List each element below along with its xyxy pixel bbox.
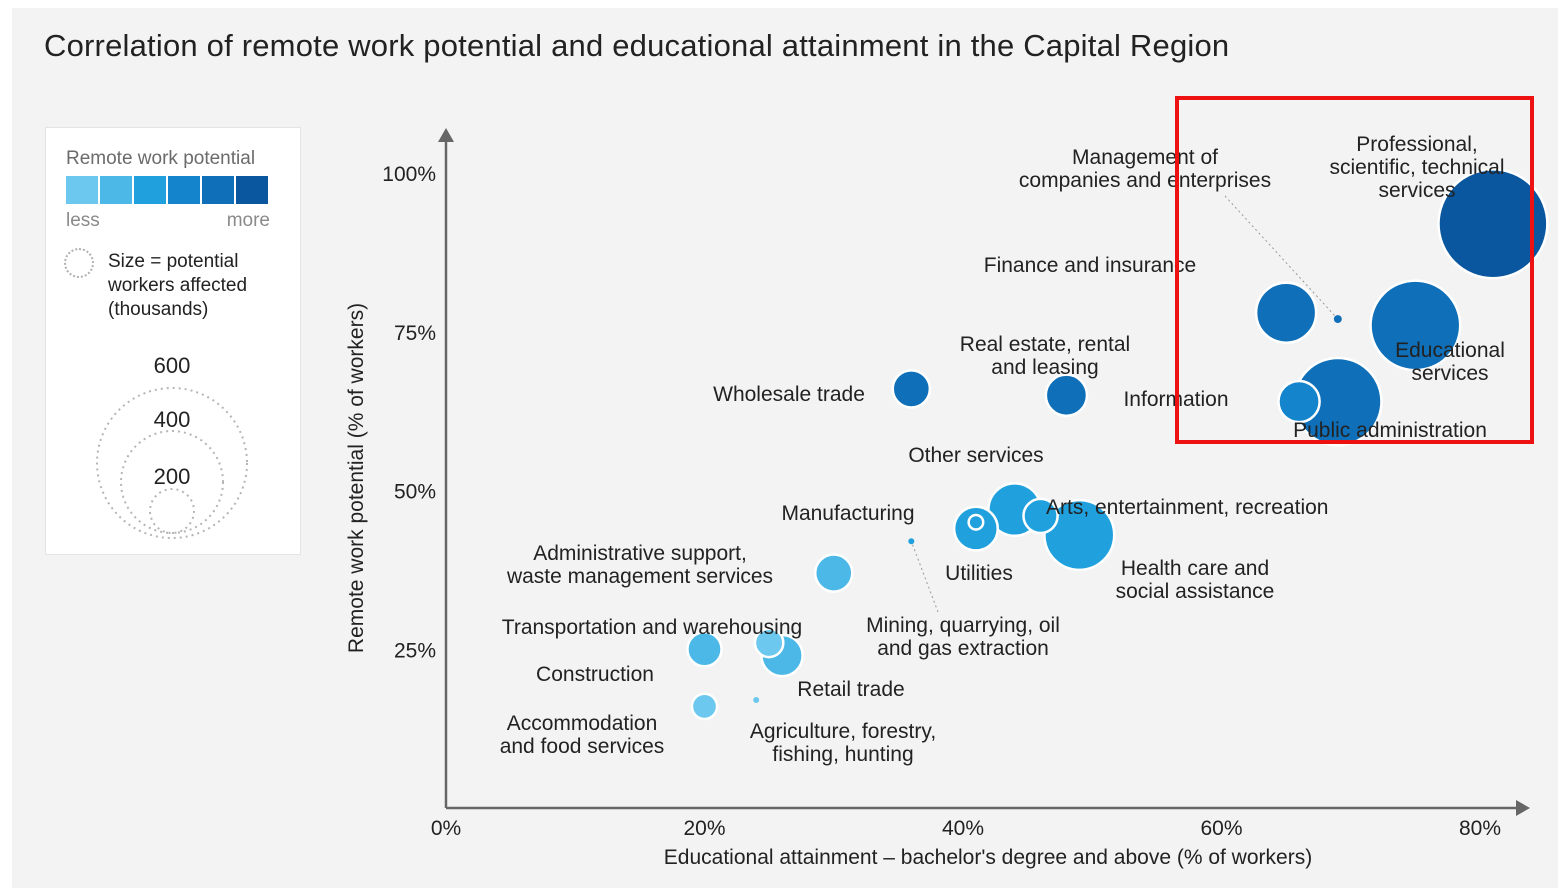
- bubble-educational-services: [1369, 279, 1462, 372]
- bubble-transportation-and-warehousing: [753, 627, 785, 659]
- size-key: 600 400 200: [96, 353, 248, 539]
- label-agriculture-forestry-fishing-hunting: Agriculture, forestry, fishing, hunting: [750, 720, 936, 766]
- label-educational-services: Educational services: [1395, 339, 1505, 385]
- x-axis-arrow-icon: [1516, 800, 1530, 816]
- label-accommodation-and-food-services: Accommodation and food services: [500, 712, 665, 758]
- color-scale: [66, 176, 268, 204]
- label-construction: Construction: [536, 663, 654, 686]
- bubble-finance-and-insurance: [1254, 281, 1318, 344]
- bubble-agriculture-forestry-fishing-hunting: [753, 697, 760, 704]
- bubble-management-of-companies-and-enterprises: [1333, 315, 1342, 324]
- bubble-wholesale-trade: [891, 369, 932, 409]
- size-key-label-600: 600: [154, 353, 191, 378]
- bubble-administrative-support-waste-management-services: [813, 553, 854, 593]
- size-key-circle-600: [96, 387, 248, 539]
- label-other-services: Other services: [908, 444, 1043, 467]
- bubble-mining-quarrying-oil-and-gas-extraction: [908, 538, 915, 545]
- label-mining-quarrying-oil-and-gas-extraction: Mining, quarrying, oil and gas extraction: [866, 614, 1060, 660]
- color-swatch-4: [168, 176, 200, 204]
- label-finance-and-insurance: Finance and insurance: [984, 254, 1196, 277]
- y-axis-arrow-icon: [438, 128, 454, 142]
- x-tick-label: 0%: [431, 817, 461, 840]
- bubble-real-estate-rental-and-leasing: [1044, 373, 1089, 418]
- bubble-information: [1277, 379, 1321, 424]
- bubble-arts-entertainment-recreation: [1022, 497, 1059, 535]
- color-swatch-5: [202, 176, 234, 204]
- dotted-circle-icon: [64, 248, 94, 278]
- x-tick-label: 20%: [683, 817, 725, 840]
- x-tick-label: 80%: [1459, 817, 1501, 840]
- x-tick-label: 40%: [942, 817, 984, 840]
- y-tick-label: 50%: [394, 481, 436, 504]
- size-key-label-200: 200: [154, 464, 191, 489]
- legend-less-label: less: [66, 210, 100, 231]
- bubble-professional-scientific-technical-services: [1437, 168, 1549, 280]
- leader-line: [910, 541, 939, 613]
- bubble-utilities: [967, 513, 985, 531]
- label-manufacturing: Manufacturing: [781, 502, 914, 525]
- label-public-administration: Public administration: [1293, 419, 1487, 442]
- x-tick-label: 60%: [1200, 817, 1242, 840]
- color-swatch-6: [236, 176, 268, 204]
- chart-title: Correlation of remote work potential and…: [44, 28, 1230, 63]
- label-utilities: Utilities: [945, 562, 1013, 585]
- size-key-label-400: 400: [154, 407, 191, 432]
- label-transportation-and-warehousing: Transportation and warehousing: [502, 616, 802, 639]
- point-labels: Professional, scientific, technical servic…: [500, 133, 1505, 766]
- color-swatch-1: [66, 176, 98, 204]
- size-key-circle-200: [149, 488, 195, 534]
- bubbles: [686, 168, 1549, 721]
- bubble-construction: [686, 630, 723, 668]
- y-tick-label: 25%: [394, 639, 436, 662]
- label-health-care-and-social-assistance: Health care and social assistance: [1116, 557, 1275, 603]
- label-management-of-companies-and-enterprises: Management of companies and enterprises: [1019, 146, 1271, 192]
- label-wholesale-trade: Wholesale trade: [713, 383, 865, 406]
- y-tick-label: 100%: [382, 163, 436, 186]
- label-administrative-support-waste-management-services: Administrative support, waste management …: [506, 542, 773, 588]
- label-retail-trade: Retail trade: [797, 678, 904, 701]
- bubble-health-care-and-social-assistance: [1043, 498, 1116, 572]
- label-arts-entertainment-recreation: Arts, entertainment, recreation: [1046, 496, 1328, 519]
- highlight-box: [1175, 96, 1534, 444]
- legend-size-label: Size = potential workers affected (thous…: [108, 251, 248, 320]
- y-axis-label: Remote work potential (% of workers): [345, 303, 368, 653]
- legend-more-label: more: [226, 210, 270, 231]
- x-axis-label: Educational attainment – bachelor's degr…: [664, 846, 1312, 869]
- label-professional-scientific-technical-services: Professional, scientific, technical servic…: [1329, 133, 1504, 202]
- legend-panel: Remote work potential less more Size = p…: [45, 127, 301, 555]
- bubble-accommodation-and-food-services: [690, 692, 719, 721]
- axes: 0% 20% 40% 60% 80% 25% 50% 75% 100% Educational a…: [345, 128, 1530, 869]
- legend-title: Remote work potential: [66, 148, 256, 169]
- label-real-estate-rental-and-leasing: Real estate, rental and leasing: [960, 333, 1130, 379]
- color-swatch-3: [134, 176, 166, 204]
- color-swatch-2: [100, 176, 132, 204]
- y-tick-label: 75%: [394, 322, 436, 345]
- size-key-circle-400: [120, 430, 224, 534]
